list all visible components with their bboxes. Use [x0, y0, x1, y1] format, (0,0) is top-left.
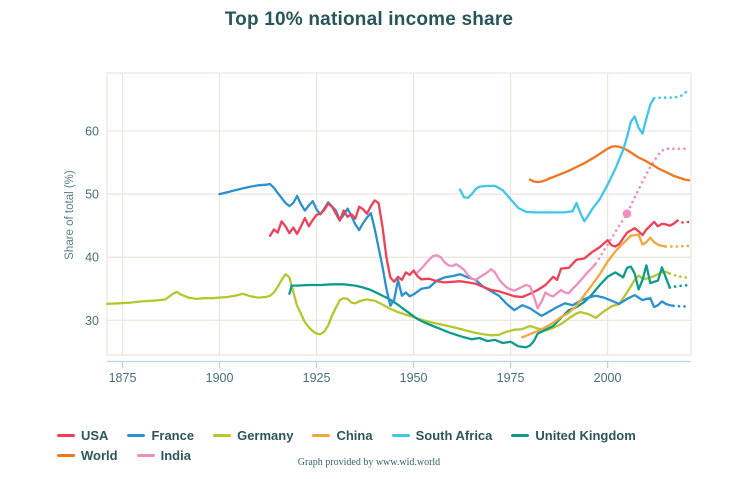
chart-title: Top 10% national income share: [224, 9, 514, 30]
legend-item-china[interactable]: China: [312, 427, 373, 443]
legend-label: World: [81, 447, 118, 463]
y-tick-label: 40: [85, 251, 99, 265]
plot-border: [106, 72, 692, 356]
legend-swatch-world: [57, 453, 75, 457]
series-line-germany[interactable]: [105, 270, 671, 337]
series-line-france[interactable]: [218, 182, 675, 318]
series-line-india[interactable]: [416, 254, 598, 310]
legend-label: India: [160, 447, 191, 463]
legend-label: United Kingdom: [535, 427, 636, 443]
series-line-china[interactable]: [521, 233, 667, 339]
chart-area: 1875 1900 1925 1950 1975 2000 30 40 50 60 Share of…: [64, 72, 692, 385]
x-tick-label: 1900: [206, 371, 234, 385]
series-line-south-africa[interactable]: [458, 97, 656, 223]
x-tick-label: 1975: [497, 371, 525, 385]
legend-item-south-africa[interactable]: South Africa: [391, 427, 493, 443]
legend-item-united-kingdom[interactable]: United Kingdom: [511, 427, 636, 443]
y-tick-label: 30: [85, 314, 99, 328]
legend-swatch-usa: [57, 433, 75, 437]
x-tick-label: 1950: [400, 371, 428, 385]
legend-swatch-united-kingdom: [511, 433, 530, 437]
legend-row: USA France Germany China South Africa United …: [57, 425, 727, 445]
series-line-germany-estimated[interactable]: [668, 272, 691, 280]
legend-row: World India: [57, 445, 727, 465]
legend-item-india[interactable]: India: [136, 447, 191, 463]
legend-swatch-south-africa: [391, 433, 410, 437]
legend-label: China: [336, 427, 373, 443]
x-tick-label: 2000: [594, 371, 622, 385]
y-tick-label: 60: [85, 125, 99, 139]
series-line-china-estimated[interactable]: [664, 244, 691, 248]
legend-item-france[interactable]: France: [127, 428, 194, 443]
series-line-usa[interactable]: [268, 199, 679, 299]
x-tick-label: 1925: [303, 371, 331, 385]
series-line-usa-estimated[interactable]: [676, 219, 691, 224]
legend-label: USA: [81, 427, 109, 443]
y-axis-label: Share of total (%): [64, 170, 76, 260]
y-tick-label: 50: [85, 188, 99, 202]
series-line-united-kingdom-estimated[interactable]: [668, 283, 691, 289]
legend-swatch-china: [312, 433, 331, 437]
legend-label: Germany: [237, 427, 294, 443]
x-tick-label: 1875: [109, 371, 137, 385]
series-line-india-estimated[interactable]: [594, 147, 691, 265]
legend-item-world[interactable]: World: [57, 448, 118, 463]
legend-swatch-france: [127, 433, 146, 437]
legend: USA France Germany China South Africa United …: [57, 425, 727, 465]
legend-item-usa[interactable]: USA: [57, 428, 108, 443]
series-line-france-estimated[interactable]: [672, 304, 691, 308]
series-line-united-kingdom[interactable]: [288, 264, 671, 349]
series-marker-india[interactable]: [622, 209, 632, 218]
legend-item-germany[interactable]: Germany: [213, 428, 293, 443]
legend-swatch-india: [136, 453, 155, 457]
series-line-south-africa-estimated[interactable]: [652, 88, 691, 100]
chart-source: Graph provided by www.wid.world: [297, 457, 441, 468]
legend-label: South Africa: [415, 427, 493, 443]
series-line-world[interactable]: [528, 145, 691, 184]
legend-swatch-germany: [213, 433, 232, 437]
legend-label: France: [151, 427, 195, 443]
